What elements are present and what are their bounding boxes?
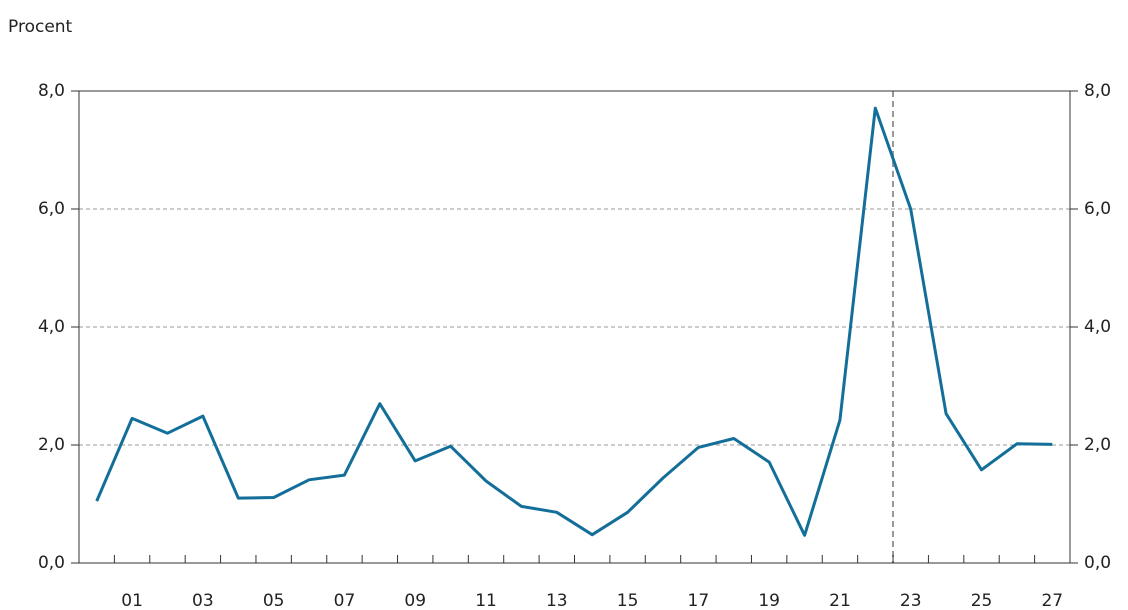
y2-tick-label: 0,0 — [1084, 553, 1111, 573]
x-tick-label: 07 — [334, 591, 356, 610]
x-tick-label: 17 — [688, 591, 710, 610]
y-axis-label: Procent — [8, 17, 73, 37]
y2-tick-label: 8,0 — [1084, 81, 1111, 101]
y2-tick-label: 6,0 — [1084, 199, 1111, 219]
y2-tick-label: 4,0 — [1084, 317, 1111, 337]
x-tick-label: 23 — [900, 591, 922, 610]
x-tick-label: 19 — [758, 591, 780, 610]
x-tick-label: 13 — [546, 591, 568, 610]
x-tick-label: 11 — [475, 591, 497, 610]
y-tick-label: 0,0 — [38, 553, 65, 573]
x-tick-label: 27 — [1041, 591, 1063, 610]
x-tick-label: 09 — [404, 591, 426, 610]
x-tick-label: 03 — [192, 591, 214, 610]
y-tick-label: 6,0 — [38, 199, 65, 219]
data-line — [95, 106, 1053, 537]
x-tick-label: 25 — [971, 591, 993, 610]
x-tick-label: 21 — [829, 591, 851, 610]
y-tick-label: 4,0 — [38, 317, 65, 337]
y-tick-label: 8,0 — [38, 81, 65, 101]
y-tick-label: 2,0 — [38, 435, 65, 455]
x-tick-label: 01 — [121, 591, 143, 610]
x-tick-label: 05 — [263, 591, 285, 610]
y2-tick-label: 2,0 — [1084, 435, 1111, 455]
x-tick-label: 15 — [617, 591, 639, 610]
